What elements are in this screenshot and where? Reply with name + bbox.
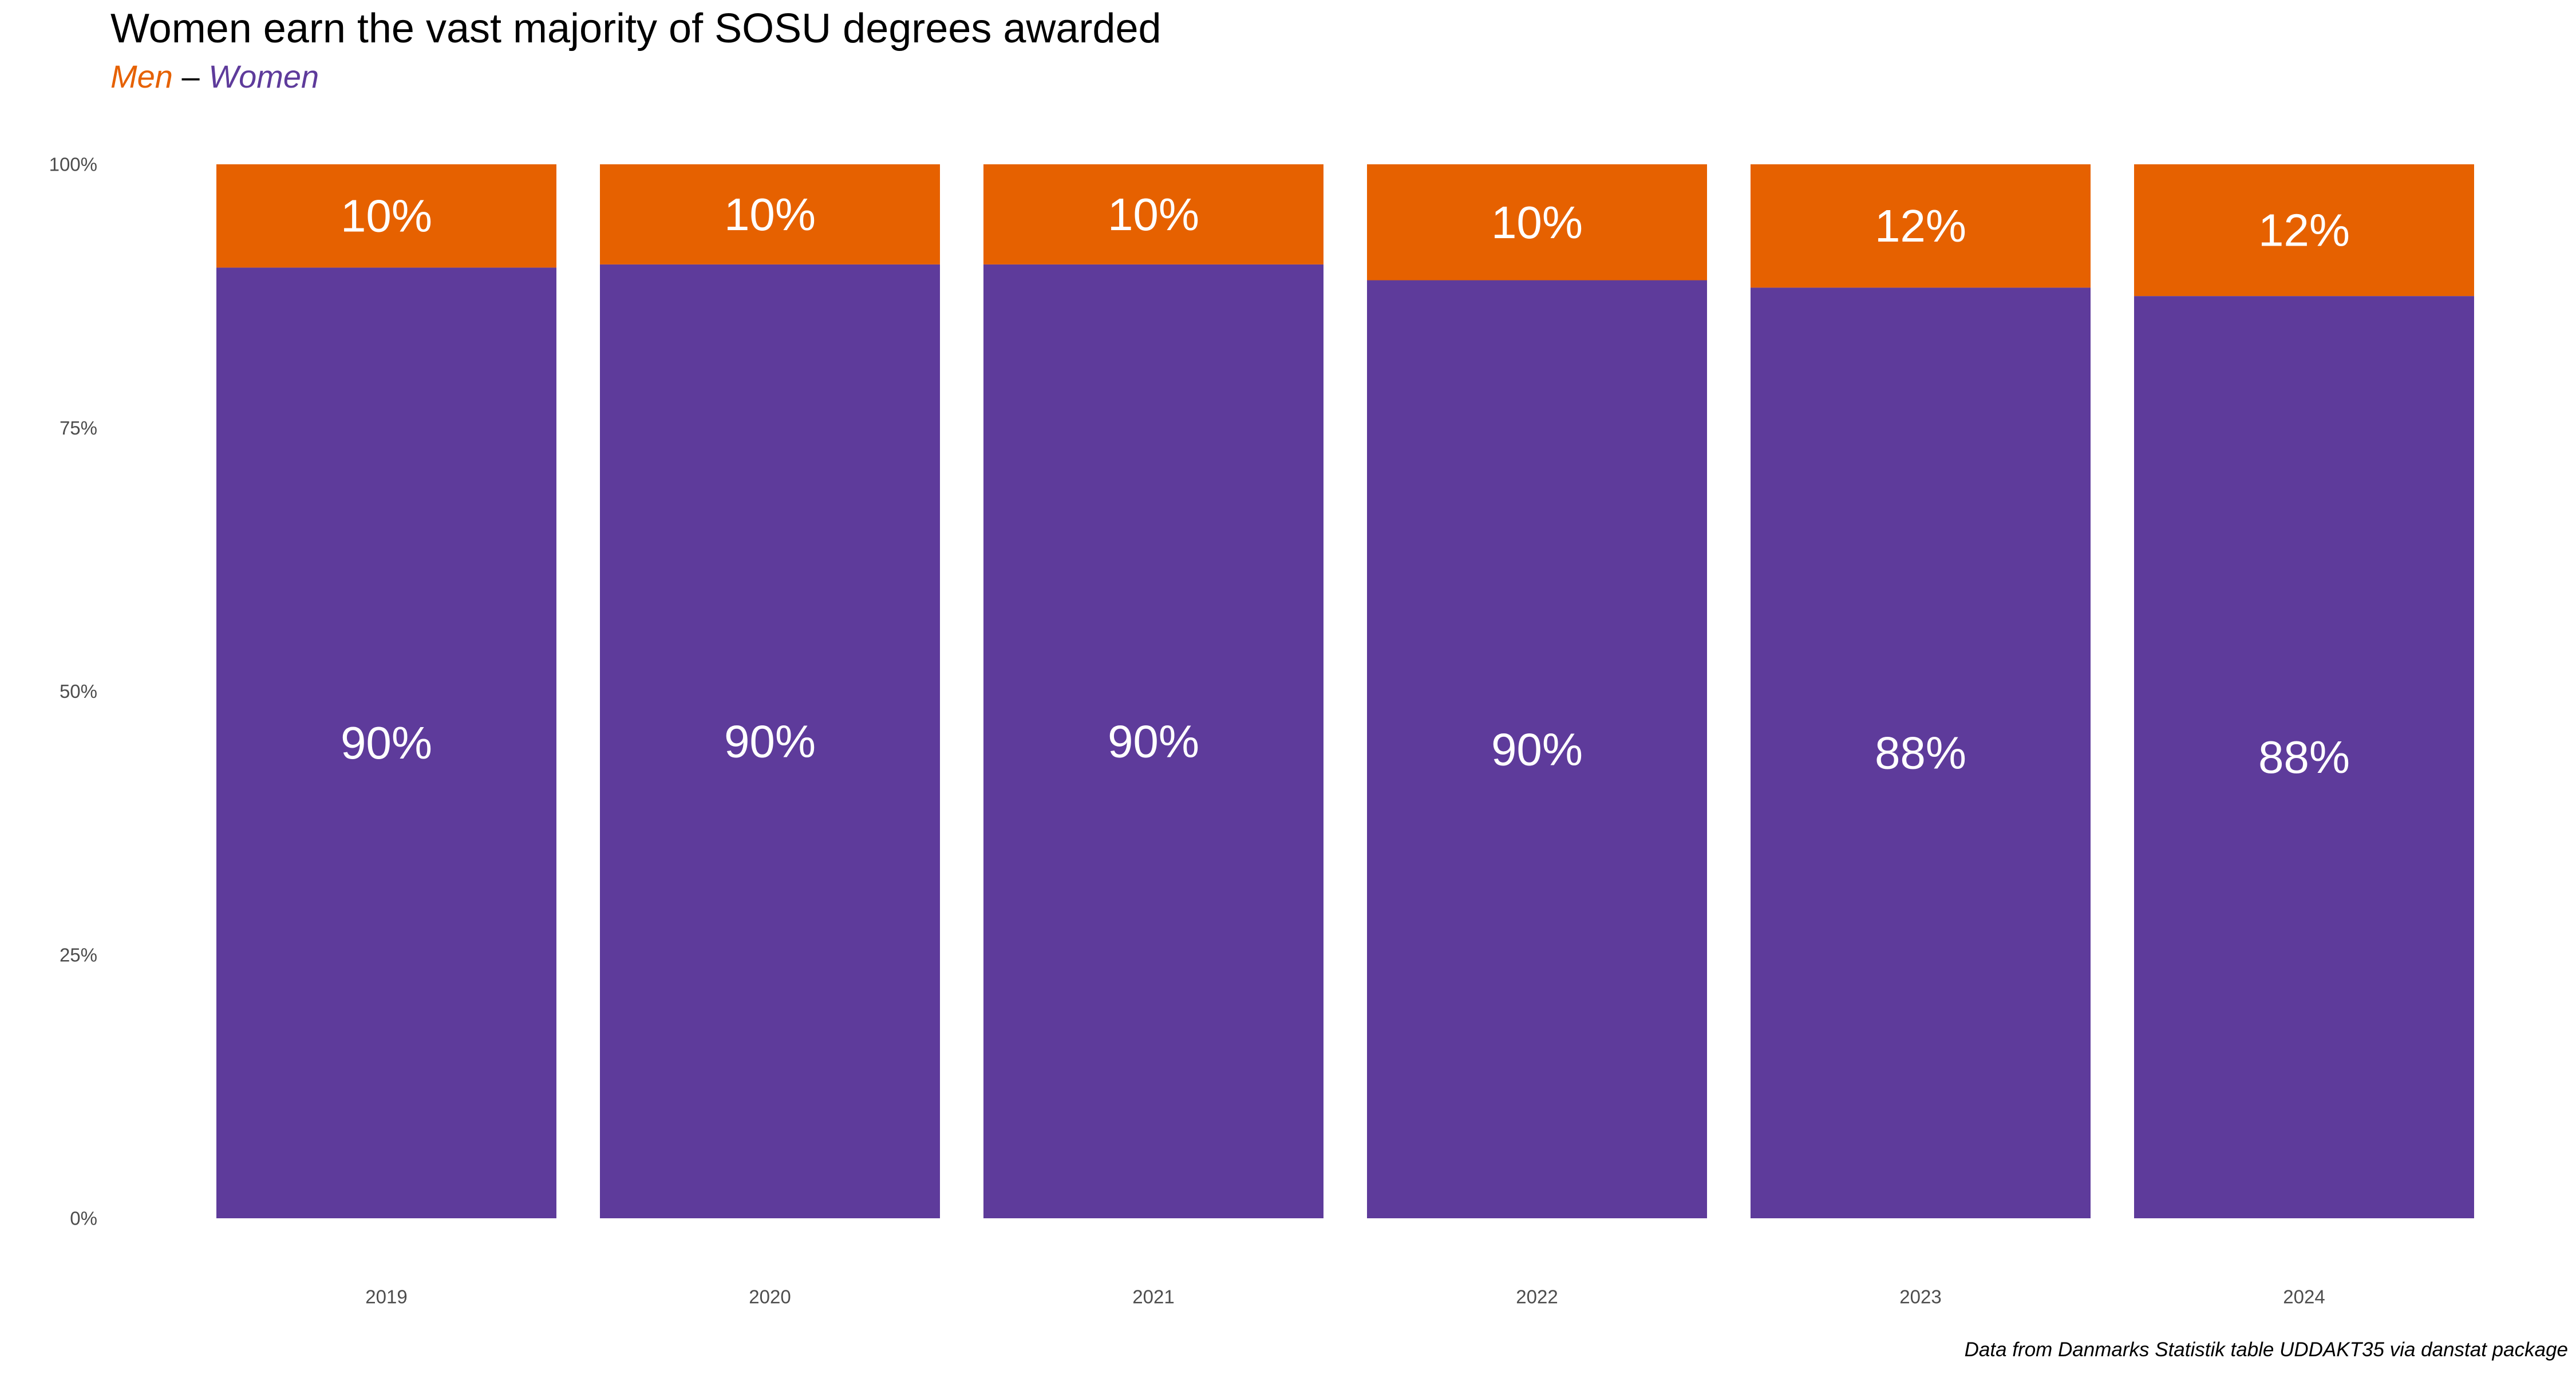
bars-group: 90% 10% 90% 10% 90% 10% 90% 10% 88% 12% 88% 12% <box>216 164 2474 1219</box>
subtitle-women-label: Women <box>208 58 319 94</box>
data-label-women: 88% <box>2258 732 2350 783</box>
x-tick-label: 2023 <box>1899 1286 1941 1308</box>
x-axis: 2019 2020 2021 2022 2023 2024 <box>365 1286 2325 1308</box>
bar-segment-men <box>2134 164 2474 297</box>
data-label-men: 10% <box>1491 197 1583 248</box>
y-tick-label: 0% <box>70 1208 97 1229</box>
bar-segment-men <box>1367 164 1707 281</box>
x-tick-label: 2021 <box>1132 1286 1174 1308</box>
data-label-men: 10% <box>724 189 816 240</box>
bar-segment-women <box>216 267 556 1219</box>
data-label-men: 10% <box>341 191 432 242</box>
y-tick-label: 25% <box>60 944 97 965</box>
data-label-women: 90% <box>724 716 816 767</box>
x-tick-label: 2024 <box>2283 1286 2325 1308</box>
bar-segment-women <box>1751 287 2091 1219</box>
bar-segment-men <box>1751 164 2091 288</box>
data-label-women: 90% <box>341 717 432 768</box>
y-tick-label: 50% <box>60 681 97 702</box>
bar-segment-men <box>216 164 556 268</box>
chart-caption: Data from Danmarks Statistik table UDDAK… <box>1964 1339 2568 1361</box>
bar-segment-men <box>600 164 940 264</box>
data-label-women: 90% <box>1108 716 1199 767</box>
data-label-men: 12% <box>2258 205 2350 256</box>
data-label-men: 12% <box>1875 200 1966 251</box>
bar-segment-women <box>983 264 1323 1218</box>
subtitle-separator: – <box>181 58 200 94</box>
chart-subtitle: Men – Women <box>110 61 319 93</box>
bar-segment-women <box>1367 280 1707 1218</box>
x-tick-label: 2020 <box>749 1286 791 1308</box>
y-tick-label: 100% <box>49 154 97 175</box>
y-axis: 0% 25% 50% 75% 100% <box>49 154 97 1229</box>
bar-segment-women <box>600 264 940 1218</box>
x-tick-label: 2022 <box>1516 1286 1558 1308</box>
subtitle-men-label: Men <box>110 58 173 94</box>
data-label-women: 90% <box>1491 724 1583 775</box>
x-tick-label: 2019 <box>365 1286 407 1308</box>
y-tick-label: 75% <box>60 417 97 439</box>
bar-segment-men <box>983 164 1323 264</box>
data-label-men: 10% <box>1108 189 1199 240</box>
chart-title: Women earn the vast majority of SOSU deg… <box>110 6 1161 52</box>
data-label-women: 88% <box>1875 728 1966 779</box>
bar-segment-women <box>2134 296 2474 1218</box>
